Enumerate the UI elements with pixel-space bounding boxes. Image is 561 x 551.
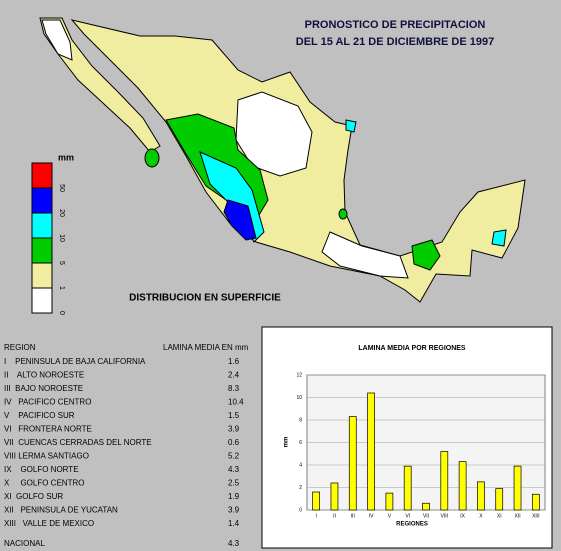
x-tick-label: XI (497, 513, 502, 519)
x-tick-label: VIII (441, 513, 449, 519)
total-name: NACIONAL (4, 539, 45, 548)
bar (531, 493, 540, 511)
y-axis-label: mm (284, 437, 290, 448)
bar (458, 461, 467, 511)
cyan-zone-gulf (345, 119, 357, 133)
x-tick-label: V (388, 513, 392, 519)
legend-swatch (31, 262, 53, 289)
region-value: 0.6 (228, 438, 240, 447)
x-tick-label: VII (423, 513, 429, 519)
green-zone-yucatan (411, 239, 441, 271)
region-name: V PACIFICO SUR (4, 411, 75, 420)
legend-label: 50 (58, 184, 65, 192)
x-tick-label: VI (405, 513, 410, 519)
legend-label: 5 (58, 261, 65, 265)
column-header: REGION (4, 343, 36, 352)
legend-swatch (31, 287, 53, 314)
subtitle: DEL 15 AL 21 DE DICIEMBRE DE 1997 (296, 36, 494, 48)
region-name: XII PENINSULA DE YUCATAN (4, 506, 118, 515)
column-header: LAMINA MEDIA EN mm (163, 343, 249, 352)
bar (403, 465, 412, 511)
x-tick-label: I (315, 513, 316, 519)
region-name: VII CUENCAS CERRADAS DEL NORTE (4, 438, 152, 447)
region-name: VI FRONTERA NORTE (4, 425, 92, 434)
y-tick-label: 4 (299, 462, 302, 468)
region-value: 5.2 (228, 452, 240, 461)
y-tick-label: 10 (296, 395, 302, 401)
y-tick-label: 0 (299, 507, 302, 513)
x-tick-label: XIII (532, 513, 540, 519)
region-value: 2.4 (228, 371, 240, 380)
x-axis-label: REGIONES (396, 522, 428, 528)
region-name: XIII VALLE DE MEXICO (4, 519, 94, 528)
legend-label: 1 (58, 286, 65, 290)
title: PRONOSTICO DE PRECIPITACION (305, 19, 486, 31)
region-value: 1.6 (228, 357, 240, 366)
region-value: 1.9 (228, 492, 240, 501)
y-tick-label: 2 (299, 485, 302, 491)
x-tick-label: II (333, 513, 336, 519)
legend-unit: mm (58, 152, 74, 162)
y-tick-label: 6 (299, 440, 302, 446)
bar (422, 502, 430, 511)
map (39, 17, 526, 303)
bar (440, 451, 449, 511)
white-zone-south (321, 231, 409, 279)
bar (477, 481, 485, 511)
x-tick-label: III (351, 513, 355, 519)
white-zone-baja (41, 19, 73, 61)
region-value: 10.4 (228, 398, 244, 407)
bar (367, 392, 375, 511)
bar (348, 416, 357, 511)
region-name: I PENINSULA DE BAJA CALIFORNIA (4, 357, 146, 366)
region-value: 4.3 (228, 465, 240, 474)
legend-swatch (31, 187, 53, 214)
legend-label: 20 (58, 209, 65, 217)
x-tick-label: IV (369, 513, 374, 519)
region-name: XI GOLFO SUR (4, 492, 63, 501)
x-tick-label: XII (514, 513, 520, 519)
bar (330, 482, 339, 511)
bar (312, 491, 321, 511)
total-value: 4.3 (228, 539, 240, 548)
bar (495, 488, 504, 511)
bar (385, 492, 394, 511)
chart-title: LAMINA MEDIA POR REGIONES (358, 345, 466, 352)
legend-swatch (31, 237, 53, 264)
x-tick-label: X (479, 513, 483, 519)
region-value: 1.5 (228, 411, 240, 420)
white-zone-north (235, 91, 313, 177)
table: REGION LAMINA MEDIA EN mm I PENINSULA DE… (4, 343, 249, 548)
x-tick-label: IX (460, 513, 465, 519)
legend-swatch (31, 162, 53, 189)
map-caption: DISTRIBUCION EN SUPERFICIE (129, 293, 281, 304)
bar (513, 465, 522, 511)
region-value: 3.9 (228, 506, 240, 515)
region-name: IV PACIFICO CENTRO (4, 398, 91, 407)
region-value: 8.3 (228, 384, 240, 393)
region-name: X GOLFO CENTRO (4, 479, 84, 488)
region-name: VIII LERMA SANTIAGO (4, 452, 89, 461)
green-zone-gulf (338, 208, 348, 220)
blue-zone-pacific (223, 199, 257, 241)
legend-swatch (31, 212, 53, 239)
y-tick-label: 8 (299, 417, 302, 423)
region-name: III BAJO NOROESTE (4, 384, 83, 393)
green-zone-baja (144, 148, 160, 168)
cyan-zone-yucatan (491, 229, 507, 247)
legend-label: 10 (58, 234, 65, 242)
region-name: IX GOLFO NORTE (4, 465, 79, 474)
region-value: 2.5 (228, 479, 240, 488)
region-value: 3.9 (228, 425, 240, 434)
region-value: 1.4 (228, 519, 240, 528)
y-tick-label: 12 (296, 372, 302, 378)
region-name: II ALTO NOROESTE (4, 371, 84, 380)
legend-label: 0 (58, 311, 65, 315)
